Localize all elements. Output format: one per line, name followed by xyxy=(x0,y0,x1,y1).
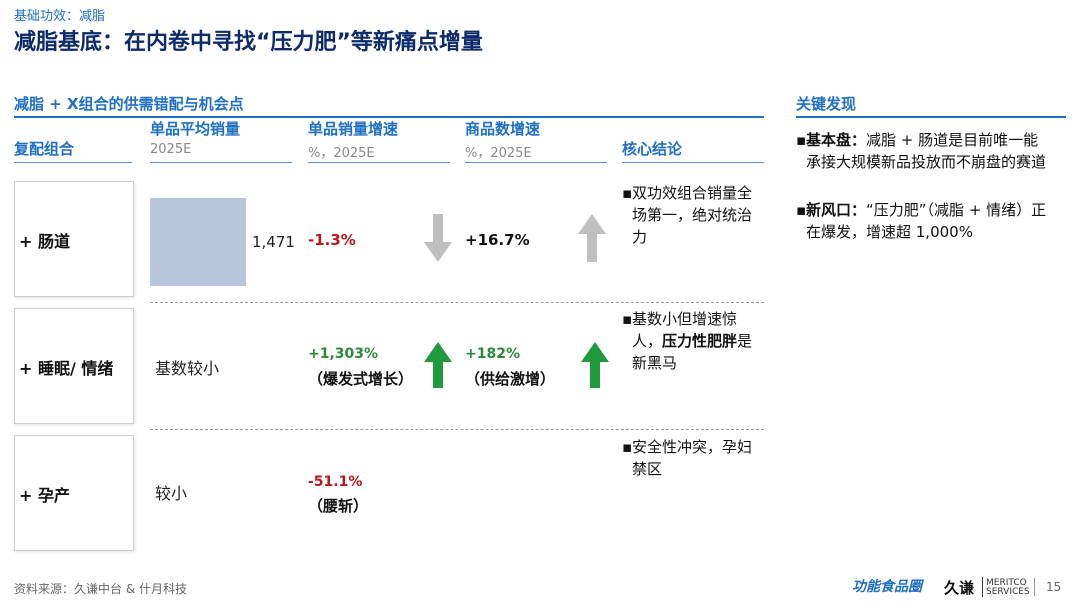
row-pregnancy-sales-growth: -51.1% xyxy=(308,474,363,490)
findings-rule xyxy=(796,116,1066,118)
col-sales-growth-sub: %，2025E xyxy=(308,146,375,161)
arrow-up-gray-icon xyxy=(578,214,606,262)
row-sleep-sku-growth: +182% xyxy=(465,346,520,362)
arrow-up-green-icon xyxy=(581,342,609,388)
row-pregnancy-sales-growth-note: （腰斩） xyxy=(308,497,369,515)
meritco-logo-line2: SERVICES xyxy=(986,587,1030,597)
row-sleep-conclusion-text: 基数小但增速惊人， xyxy=(632,310,738,350)
row-pregnancy-conclusion: ▪ 安全性冲突，孕妇禁区 xyxy=(622,436,764,480)
logo-divider xyxy=(982,577,983,597)
row-sleep-conclusion-tail: 是新黑马 xyxy=(632,332,753,372)
row-intestine-conclusion-text: 双功效组合销量全场第一，绝对统治力 xyxy=(632,184,753,246)
avg-sales-value: 1,471 xyxy=(252,233,295,251)
finding-1-text: 减脂 + 肠道是目前唯一能承接大规模新品投放而不崩盘的赛道 xyxy=(806,131,1047,171)
page-number: 15 xyxy=(1046,580,1062,594)
row-pregnancy-box: + 孕产 xyxy=(14,435,134,551)
finding-1-label: 基本盘： xyxy=(806,131,867,149)
row-pregnancy-conclusion-text: 安全性冲突，孕妇禁区 xyxy=(632,438,753,478)
finding-1: ▪ 基本盘：减脂 + 肠道是目前唯一能承接大规模新品投放而不崩盘的赛道 xyxy=(796,131,1047,171)
findings-title: 关键发现 xyxy=(796,95,857,113)
finding-2-text: “压力肥”（减脂 + 情绪）正在爆发，增速超 1,000% xyxy=(806,201,1047,241)
row-divider-2 xyxy=(150,429,764,430)
section-title: 减脂 + X组合的供需错配与机会点 xyxy=(14,95,244,113)
col-avg-sales-sub: 2025E xyxy=(150,142,192,157)
source-note: 资料来源：久谦中台 & 什月科技 xyxy=(14,582,187,596)
col-sku-growth-rule xyxy=(465,162,607,163)
col-sku-growth-sub: %，2025E xyxy=(465,146,532,161)
arrow-up-green-icon xyxy=(424,342,452,388)
row-sleep-sales-growth: +1,303% xyxy=(308,346,379,362)
row-sleep-avg-sales: 基数较小 xyxy=(155,359,220,378)
row-intestine-sales-growth: -1.3% xyxy=(308,231,356,249)
meritco-logo-line1: MERITCO xyxy=(986,578,1027,588)
row-intestine-box: + 肠道 xyxy=(14,181,134,297)
row-sleep-box: + 睡眠/ 情绪 xyxy=(14,308,134,424)
page-title: 减脂基底：在内卷中寻找“压力肥”等新痛点增量 xyxy=(14,30,483,55)
row-intestine-conclusion: ▪ 双功效组合销量全场第一，绝对统治力 xyxy=(622,182,764,248)
col-combo-rule xyxy=(14,162,132,163)
row-pregnancy-avg-sales: 较小 xyxy=(155,484,188,503)
finding-2: ▪ 新风口：“压力肥”（减脂 + 情绪）正在爆发，增速超 1,000% xyxy=(796,201,1047,241)
page-kicker: 基础功效：减脂 xyxy=(14,9,106,24)
avg-sales-bar xyxy=(150,198,246,286)
jiuqian-logo: 久谦 xyxy=(944,579,975,597)
row-divider-1 xyxy=(150,302,764,303)
col-sku-growth-label: 商品数增速 xyxy=(465,120,541,138)
row-sleep-sku-growth-note: （供给激增） xyxy=(465,370,556,388)
row-sleep-conclusion-highlight: 压力性肥胖 xyxy=(662,332,738,350)
row-pregnancy-label: + 孕产 xyxy=(19,486,70,505)
col-sales-growth-rule xyxy=(308,162,450,163)
section-rule xyxy=(14,116,764,118)
meritco-logo: MERITCO SERVICES xyxy=(986,579,1030,597)
col-conclusion-rule xyxy=(622,162,764,163)
col-combo-label: 复配组合 xyxy=(14,140,75,158)
row-sleep-sales-growth-note: （爆发式增长） xyxy=(308,370,414,388)
col-conclusion-label: 核心结论 xyxy=(622,140,683,158)
arrow-down-gray-icon xyxy=(424,214,452,262)
row-intestine-label: + 肠道 xyxy=(19,232,70,251)
col-avg-sales-rule xyxy=(150,162,292,163)
gongneng-logo: 功能食品圈 xyxy=(852,579,922,595)
row-sleep-conclusion: ▪ 基数小但增速惊人，压力性肥胖是新黑马 xyxy=(622,310,753,372)
row-sleep-label: + 睡眠/ 情绪 xyxy=(19,359,114,378)
col-avg-sales-label: 单品平均销量 xyxy=(150,120,241,138)
page-divider xyxy=(1034,578,1035,596)
finding-2-label: 新风口： xyxy=(806,201,867,219)
row-intestine-sku-growth: +16.7% xyxy=(465,231,530,249)
col-sales-growth-label: 单品销量增速 xyxy=(308,120,399,138)
